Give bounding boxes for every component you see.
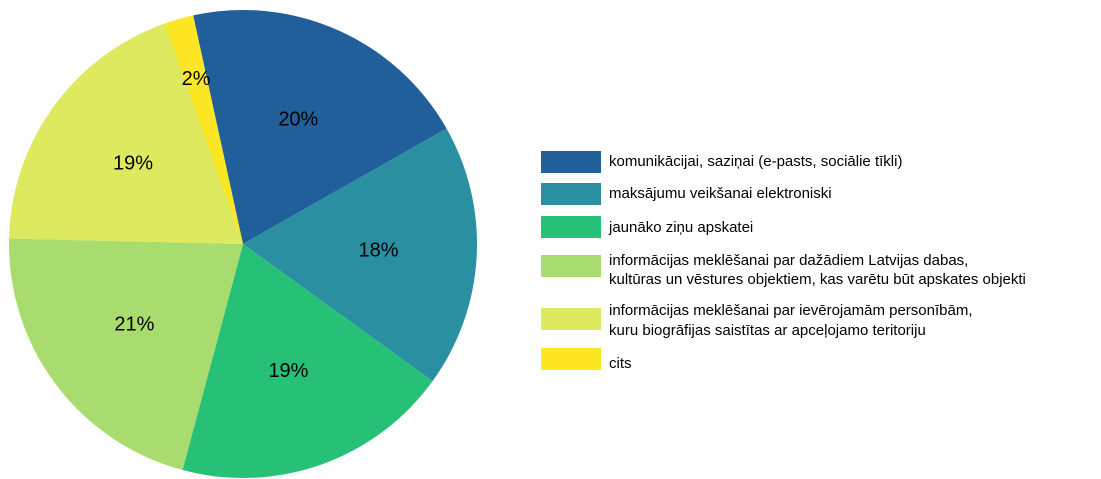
- pie-slice: [9, 23, 244, 245]
- legend-label: informācijas meklēšanai par ievērojamām …: [609, 302, 973, 319]
- pie-slice: [164, 15, 243, 244]
- pie-slice: [243, 128, 477, 382]
- data-label: 18%: [358, 240, 398, 262]
- legend-label: kuru biogrāfijas saistītas ar apceļojamo…: [609, 322, 926, 339]
- legend-label: maksājumu veikšanai elektroniski: [609, 185, 832, 202]
- pie-slice: [193, 10, 447, 245]
- data-label: 20%: [278, 108, 318, 130]
- legend-label: jaunāko ziņu apskatei: [608, 219, 753, 236]
- legend-label: kultūras un vēstures objektiem, kas varē…: [609, 271, 1026, 288]
- data-label: 21%: [114, 314, 154, 336]
- legend-label: cits: [609, 355, 632, 372]
- legend-swatch: [541, 183, 601, 205]
- pie-slice: [9, 238, 244, 471]
- legend-swatch: [541, 151, 601, 173]
- legend-swatch: [541, 255, 601, 277]
- legend-label: komunikācijai, saziņai (e-pasts, sociāli…: [609, 153, 902, 170]
- pie-slice: [182, 244, 433, 478]
- data-label: 2%: [182, 68, 211, 90]
- data-label: 19%: [113, 153, 153, 175]
- legend-label: informācijas meklēšanai par dažādiem Lat…: [609, 252, 968, 269]
- legend-swatch: [541, 216, 601, 238]
- legend-swatch: [541, 348, 601, 370]
- data-label: 19%: [268, 360, 308, 382]
- legend-swatch: [541, 308, 601, 330]
